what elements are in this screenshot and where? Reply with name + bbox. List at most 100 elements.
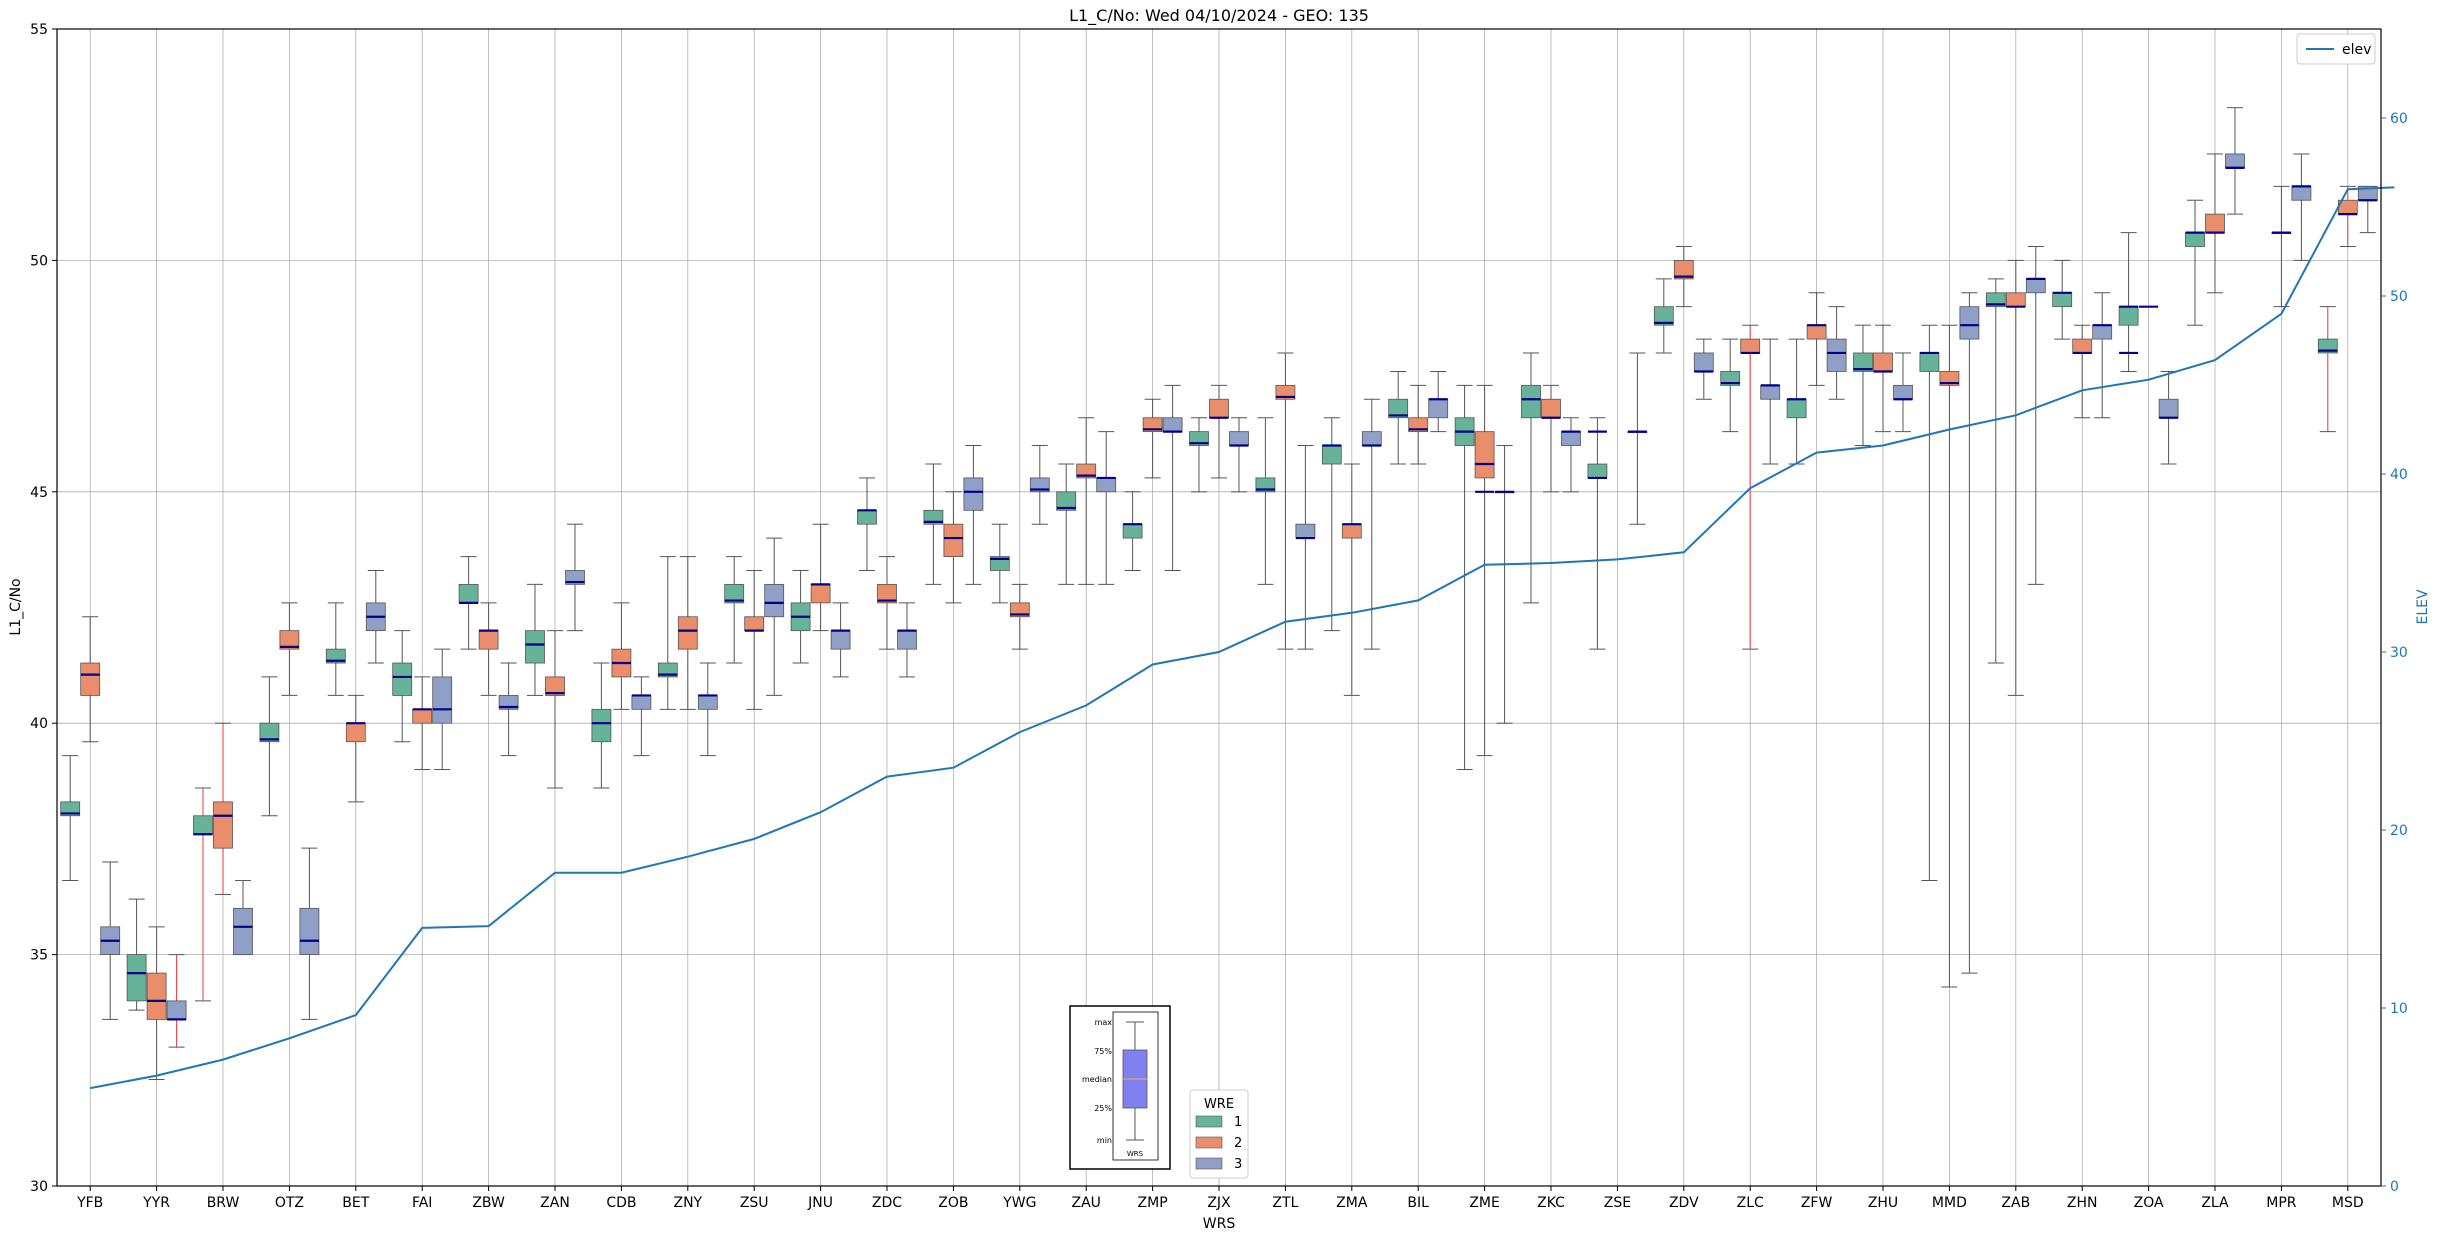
box-wre-1 (657, 662, 678, 678)
x-tick-label: BIL (1407, 1195, 1429, 1211)
box-wre-3 (631, 695, 652, 710)
x-tick-label: OTZ (275, 1195, 304, 1211)
wre-legend-label-3: 3 (1234, 1157, 1242, 1172)
inset-label-min: min (1097, 1136, 1112, 1145)
y-axis-label: L1_C/No (8, 578, 24, 635)
y2-tick-label: 40 (2390, 467, 2408, 483)
x-tick-label: ZHU (1868, 1195, 1898, 1211)
x-tick-label: ZSE (1604, 1195, 1631, 1211)
box-wre-3 (764, 583, 785, 618)
box-wre-2 (1673, 259, 1694, 280)
box-wre-3 (166, 1000, 187, 1020)
box-wre-2 (1142, 417, 1163, 433)
inset-label-q1: 25% (1094, 1104, 1112, 1113)
x-tick-label: ZLC (1737, 1195, 1764, 1211)
box-wre-1 (2317, 338, 2338, 354)
box-wre-1 (857, 509, 877, 525)
box-wre-2 (1806, 324, 1827, 340)
x-tick-label: MSD (2332, 1195, 2364, 1211)
x-tick-label: ZLA (2201, 1195, 2229, 1211)
wre-legend-title: WRE (1204, 1097, 1234, 1112)
box-wre-2 (1541, 398, 1561, 419)
box-wre-3 (233, 907, 253, 956)
inset-label-max: max (1095, 1018, 1113, 1027)
x-tick-label: YYR (142, 1195, 170, 1211)
x-tick-label: ZOB (938, 1195, 968, 1211)
box-key-inset: max 75% median 25% min WRS (1069, 1005, 1171, 1170)
x-tick-label: ZAU (1071, 1195, 1100, 1211)
box-wre-1 (1189, 431, 1209, 446)
x-tick-labels: YFB YYR BRW OTZ BET FAI ZBW ZAN CDB ZNY ZSU JNU ZDC Z… (76, 1186, 2364, 1211)
box-wre-1 (2185, 232, 2205, 247)
box-wre-1 (1122, 523, 1143, 539)
y2-tick-label: 30 (2390, 645, 2408, 661)
box-wre-3 (2291, 185, 2312, 201)
box-wre-2 (345, 722, 366, 743)
box-wre-1 (60, 801, 81, 817)
box-wre-3 (897, 630, 917, 650)
box-wre-2 (2072, 338, 2093, 354)
y-tick-label: 55 (30, 22, 48, 38)
inset-xlabel: WRS (1127, 1150, 1144, 1158)
wre-legend: WRE 1 2 3 (1189, 1089, 1249, 1179)
box-wre-1 (2052, 292, 2073, 308)
box-wre-2 (1474, 431, 1495, 479)
x-tick-label: MMD (1932, 1195, 1967, 1211)
box-wre-1 (1321, 445, 1342, 465)
box-wre-2 (1341, 523, 1362, 539)
box-wre-2 (810, 583, 831, 604)
box-wre-2 (279, 630, 300, 650)
box-wre-2 (213, 801, 233, 849)
grid-lines (57, 28, 2381, 1187)
y2-tick-labels: 0 10 20 30 40 50 60 (2381, 111, 2408, 1195)
box-wre-3 (2025, 278, 2046, 294)
x-tick-label: ZMA (1336, 1195, 1368, 1211)
box-wre-2 (1009, 602, 1030, 618)
elev-legend-label: elev (2342, 42, 2371, 58)
box-wre-1 (126, 954, 147, 1002)
box-wre-1 (525, 630, 545, 664)
box-wre-1 (989, 556, 1010, 571)
y2-tick-label: 20 (2390, 823, 2408, 839)
box-wre-1 (1786, 398, 1807, 419)
box-wre-2 (1740, 338, 1761, 354)
wre-legend-swatch-1 (1195, 1115, 1223, 1128)
y2-tick-label: 60 (2390, 111, 2408, 127)
box-wre-3 (2225, 153, 2245, 169)
elev-legend: elev (2296, 33, 2376, 65)
box-wre-2 (412, 708, 433, 724)
box-wre-2 (877, 583, 897, 604)
box-wre-1 (193, 815, 213, 835)
box-wre-1 (1653, 306, 1674, 326)
whisker-group (62, 107, 2376, 1081)
box-wre-1 (392, 662, 413, 696)
x-tick-label: ZBW (472, 1195, 505, 1211)
box-wre-3 (1096, 477, 1117, 493)
x-tick-label: BET (342, 1195, 369, 1211)
box-wre-2 (1076, 463, 1097, 479)
box-wre-1 (1587, 463, 1608, 479)
box-wre-3 (830, 630, 851, 650)
y-tick-label: 30 (30, 1179, 48, 1195)
box-wre-2 (1275, 384, 1296, 400)
y-tick-label: 50 (30, 253, 48, 269)
box-wre-3 (1959, 306, 1980, 340)
box-wre-1 (1255, 477, 1276, 493)
box-wre-3 (1428, 398, 1449, 419)
box-wre-1 (1985, 292, 2006, 308)
box-wre-3 (432, 676, 453, 724)
x-tick-label: ZSU (740, 1195, 769, 1211)
box-wre-1 (1521, 384, 1541, 419)
x-tick-label: ZKC (1537, 1195, 1565, 1211)
y2-tick-label: 0 (2390, 1179, 2399, 1195)
x-tick-label: YFB (76, 1195, 103, 1211)
box-wre-1 (1919, 352, 1940, 372)
box-wre-3 (1561, 431, 1581, 446)
box-wre-3 (565, 570, 585, 585)
y2-axis-label: ELEV (2415, 589, 2431, 624)
wre-legend-swatch-2 (1195, 1136, 1223, 1149)
y-tick-label: 35 (30, 948, 48, 964)
y-tick-label: 40 (30, 716, 48, 732)
inset-label-q3: 75% (1094, 1047, 1112, 1056)
